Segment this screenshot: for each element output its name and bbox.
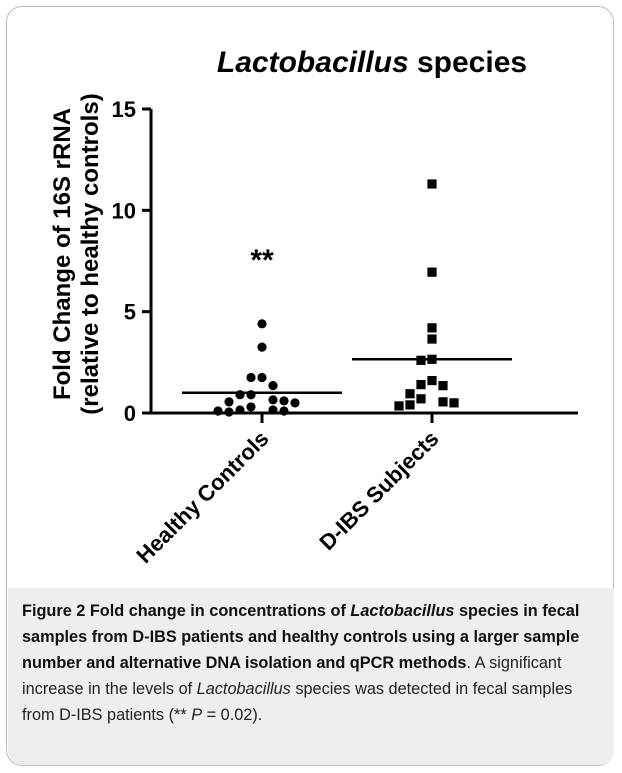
x-category-label: Healthy Controls (131, 426, 273, 568)
caption-background (8, 588, 614, 765)
data-point-dibs (438, 381, 448, 391)
data-point-healthy (279, 406, 289, 416)
data-point-healthy (246, 402, 256, 412)
data-point-dibs (405, 400, 415, 410)
data-point-dibs (427, 354, 437, 364)
y-tick-label: 10 (112, 198, 136, 223)
caption-text-part2: species was detected in fecal samples fr… (22, 680, 573, 724)
caption-text-italic: Lactobacillus (196, 680, 291, 698)
data-point-dibs (405, 389, 415, 399)
data-point-dibs (416, 380, 426, 390)
mean-lines (182, 358, 512, 394)
data-point-dibs (427, 375, 437, 386)
y-tick-label: 15 (112, 97, 136, 122)
data-point-healthy (224, 407, 234, 417)
data-point-healthy (257, 372, 267, 383)
significance-annotation: ** (250, 244, 274, 277)
data-point-healthy (235, 405, 245, 415)
caption-text-part3: = 0.02). (202, 706, 263, 724)
data-point-dibs (449, 398, 459, 408)
data-point-dibs (427, 179, 437, 189)
category-ticks: Healthy Controls D-IBS Subjects (131, 413, 444, 568)
y-axis-title-line2: (relative to healthy controls) (77, 93, 104, 414)
data-point-healthy (279, 396, 289, 406)
figure-caption: Figure 2 Fold change in concentrations o… (22, 598, 600, 728)
x-category-label: D-IBS Subjects (314, 426, 443, 555)
data-point-healthy (246, 372, 256, 383)
data-point-healthy (235, 390, 245, 400)
data-point-healthy (290, 398, 300, 408)
y-axis-title-line1: Fold Change of 16S rRNA (49, 108, 76, 400)
caption-text-part1: . A significant increase in the levels o… (22, 654, 562, 698)
data-point-healthy (257, 319, 267, 329)
data-point-dibs (427, 267, 437, 277)
data-point-dibs (438, 397, 448, 407)
data-point-healthy (257, 342, 267, 352)
data-point-healthy (268, 381, 278, 391)
caption-title-part1: Fold change in concentrations of (85, 602, 351, 620)
scatter-chart: Lactobacillus species Fold Change of 16S… (49, 46, 578, 568)
caption-title-italic: Lactobacillus (350, 602, 455, 620)
y-ticks: 0 5 10 15 (112, 97, 151, 426)
chart-title-italic: Lactobacillus (217, 46, 409, 79)
caption-p-symbol: P (191, 706, 203, 724)
data-point-healthy (213, 406, 223, 416)
chart-title: Lactobacillus species (217, 46, 527, 79)
data-point-dibs (416, 355, 426, 365)
caption-title-part2: species in fecal samples from D-IBS pati… (22, 602, 580, 672)
data-point-healthy (268, 395, 278, 405)
data-point-healthy (268, 405, 278, 415)
data-points (213, 179, 459, 417)
caption-figure-label: Figure 2 (22, 602, 86, 620)
y-axis-title: Fold Change of 16S rRNA (relative to hea… (49, 93, 104, 414)
data-point-healthy (246, 390, 256, 400)
y-tick-label: 5 (124, 300, 136, 325)
chart-title-rest: species (409, 46, 527, 79)
data-point-dibs (427, 334, 437, 344)
data-point-dibs (416, 394, 426, 404)
data-point-dibs (394, 401, 404, 411)
y-tick-label: 0 (124, 401, 136, 426)
data-point-healthy (224, 397, 234, 407)
data-point-dibs (427, 323, 437, 333)
